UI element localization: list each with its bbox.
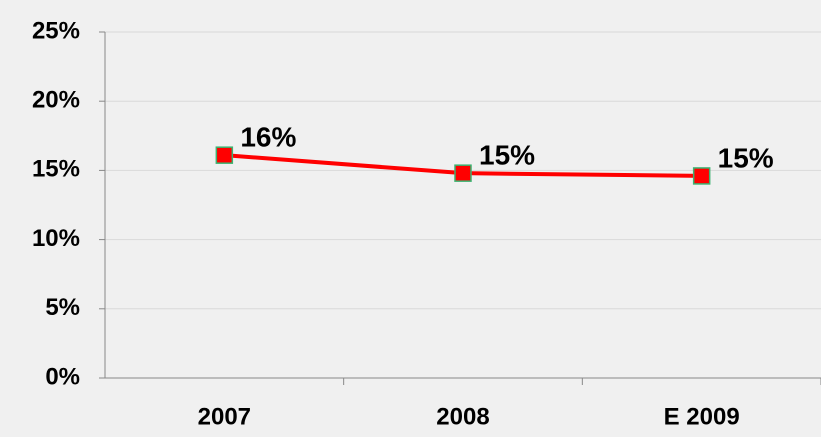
x-tick-label: E 2009 <box>664 403 740 430</box>
x-tick-label: 2008 <box>436 403 489 430</box>
y-tick-label: 5% <box>45 294 80 321</box>
marker <box>215 146 234 164</box>
x-tick-label: 2007 <box>198 403 251 430</box>
marker <box>692 167 711 185</box>
y-tick-label: 15% <box>32 156 80 183</box>
data-label: 15% <box>479 140 535 171</box>
marker <box>454 164 472 182</box>
y-tick-label: 25% <box>32 17 80 44</box>
data-label: 16% <box>240 122 296 153</box>
data-label: 15% <box>718 142 774 173</box>
y-tick-label: 20% <box>32 87 80 114</box>
y-tick-label: 0% <box>45 363 80 390</box>
y-tick-label: 10% <box>32 225 80 252</box>
